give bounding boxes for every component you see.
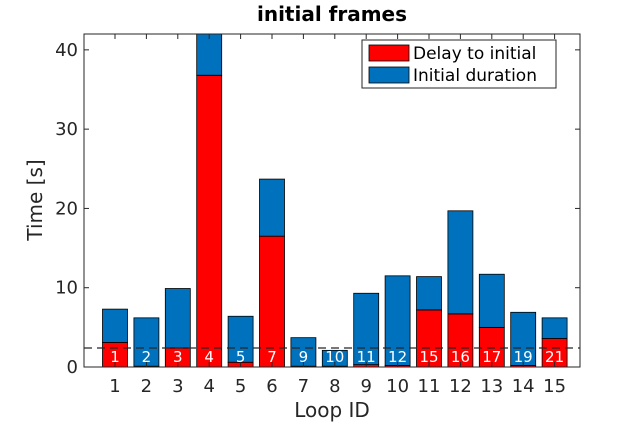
bar-label-7: 9 (299, 348, 309, 366)
x-tick-label-10: 10 (386, 376, 409, 397)
y-tick-label-40: 40 (55, 40, 78, 61)
x-tick-label-13: 13 (480, 376, 503, 397)
y-tick-label-10: 10 (55, 278, 78, 299)
bar-duration-6 (259, 178, 285, 237)
bar-label-8: 10 (325, 348, 344, 366)
x-tick-label-7: 7 (298, 376, 309, 397)
bar-label-14: 19 (514, 348, 533, 366)
x-tick-label-9: 9 (360, 376, 371, 397)
x-tick-label-2: 2 (141, 376, 152, 397)
bar-delay-11 (416, 309, 442, 368)
bar-delay-6 (259, 235, 285, 368)
bar-label-12: 16 (451, 348, 470, 366)
bar-label-6: 7 (267, 348, 277, 366)
bars-group (102, 33, 568, 368)
legend-label-delay: Delay to initial (413, 44, 536, 64)
y-axis: 0 10 20 30 40 (55, 40, 580, 378)
bar-duration-3 (164, 288, 191, 349)
bar-duration-11 (416, 276, 442, 311)
x-tick-label-3: 3 (172, 376, 183, 397)
bar-label-13: 17 (482, 348, 501, 366)
legend-swatch-delay (368, 44, 410, 62)
x-tick-label-1: 1 (109, 376, 120, 397)
bar-duration-5 (227, 315, 254, 363)
bar-label-2: 2 (142, 348, 152, 366)
y-tick-label-30: 30 (55, 119, 78, 140)
x-axis-label: Loop ID (294, 398, 370, 422)
bar-duration-1 (102, 308, 128, 343)
legend-swatch-duration (368, 66, 410, 84)
x-tick-label-8: 8 (329, 376, 340, 397)
bar-label-4: 4 (204, 348, 214, 366)
bar-label-10: 12 (388, 348, 407, 366)
bar-label-5: 5 (236, 348, 246, 366)
chart-title: initial frames (257, 2, 407, 26)
plot-frame (83, 33, 581, 368)
x-tick-label-6: 6 (266, 376, 277, 397)
bar-label-15: 21 (545, 348, 564, 366)
bar-duration-13 (478, 273, 505, 328)
y-tick-label-20: 20 (55, 198, 78, 219)
bar-duration-15 (541, 317, 568, 339)
y-tick-label-0: 0 (67, 357, 78, 378)
x-tick-label-5: 5 (235, 376, 246, 397)
x-tick-label-14: 14 (512, 376, 535, 397)
bar-label-3: 3 (173, 348, 183, 366)
x-tick-label-12: 12 (449, 376, 472, 397)
bar-delay-4 (196, 74, 223, 368)
x-tick-label-15: 15 (543, 376, 566, 397)
x-tick-label-4: 4 (203, 376, 214, 397)
bar-duration-4 (196, 33, 223, 76)
bar-label-9: 11 (357, 348, 376, 366)
x-axis: 1 2 3 4 5 6 7 8 9 10 11 12 13 14 15 (109, 34, 566, 397)
bar-duration-12 (447, 210, 474, 315)
bar-label-11: 15 (419, 348, 438, 366)
y-axis-label: Time [s] (23, 159, 47, 241)
bar-label-1: 1 (110, 348, 120, 366)
legend: Delay to initial Initial duration (361, 39, 557, 89)
bar-duration-7 (290, 337, 317, 367)
legend-label-duration: Initial duration (413, 66, 537, 86)
bar-duration-10 (384, 275, 411, 366)
bar-labels-group: 1 2 3 4 5 7 9 10 11 12 15 16 17 19 21 (110, 348, 564, 366)
x-tick-label-11: 11 (418, 376, 441, 397)
